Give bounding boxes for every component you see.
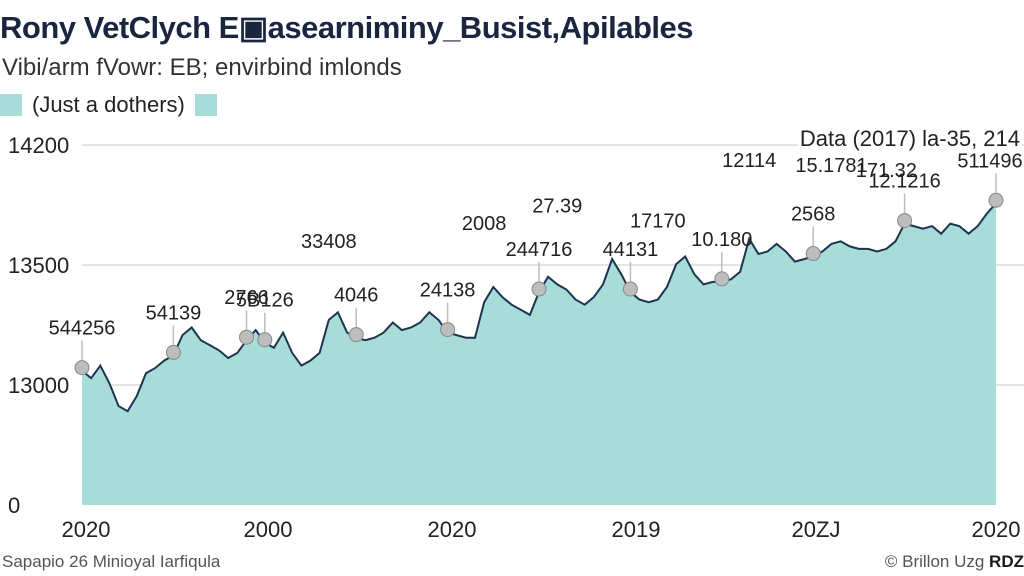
data-label: 44131 xyxy=(603,239,659,261)
data-marker xyxy=(622,281,638,297)
legend-label: (Just a dothers) xyxy=(32,92,185,117)
floating-data-label: 171.32 xyxy=(856,160,917,182)
data-label: 2568 xyxy=(791,204,836,226)
chart-subtitle: Vibi/arm fVowr: EB; envirbind imlonds xyxy=(2,54,402,81)
data-label: 10.180 xyxy=(691,229,752,251)
floating-data-label: 17170 xyxy=(630,211,686,233)
x-tick-label: 2000 xyxy=(244,517,293,542)
y-tick-label: 14200 xyxy=(8,133,69,158)
data-marker xyxy=(257,332,273,348)
chart-title: Rony VetClych E▣asearniminy_Busist,Apila… xyxy=(0,10,693,45)
footer-source: Sapapio 26 Minioyal Iarfiqula xyxy=(2,552,221,571)
legend-swatch-left xyxy=(0,94,22,116)
data-marker xyxy=(74,360,90,376)
x-tick-label: 20ZJ xyxy=(792,517,841,542)
area-fill xyxy=(82,203,996,506)
legend-swatch-right xyxy=(194,94,217,116)
data-marker xyxy=(348,327,364,343)
footer-credit-text: © Brillon Uzg xyxy=(884,552,985,571)
y-tick-label: 13500 xyxy=(8,253,69,278)
floating-data-label: 2008 xyxy=(462,213,507,235)
legend: (Just a dothers) xyxy=(0,92,217,118)
x-tick-label: 2020 xyxy=(972,517,1021,542)
floating-data-label: 33408 xyxy=(301,231,357,253)
data-label: 12.1216 xyxy=(868,171,940,193)
floating-data-label: 12114 xyxy=(722,150,776,172)
x-tick-label: 2019 xyxy=(612,517,661,542)
data-marker xyxy=(897,213,913,229)
data-label: 244716 xyxy=(506,239,573,261)
floating-data-label: 15.1781 xyxy=(795,155,867,177)
data-marker xyxy=(714,271,730,287)
data-label: 5B126 xyxy=(236,290,294,312)
data-marker xyxy=(805,246,821,262)
data-label: 544256 xyxy=(49,318,116,340)
data-marker xyxy=(988,192,1004,208)
footer-credit-logo: RDZ xyxy=(989,552,1024,571)
data-label: 2766 xyxy=(224,287,269,309)
y-tick-label: 0 xyxy=(8,493,20,518)
floating-data-label: 27.39 xyxy=(532,195,582,217)
footer-credit: © Brillon Uzg RDZ xyxy=(885,552,1024,572)
data-marker xyxy=(531,281,547,297)
y-tick-label: 13000 xyxy=(8,373,69,398)
x-tick-label: 2020 xyxy=(62,517,111,542)
data-label: 4046 xyxy=(334,285,379,307)
data-marker xyxy=(440,322,456,338)
data-label: 24138 xyxy=(420,280,476,302)
data-note: Data (2017) la-35, 214 xyxy=(797,126,1022,152)
data-label: 511496 xyxy=(957,150,1022,172)
x-tick-label: 2020 xyxy=(428,517,477,542)
data-marker xyxy=(165,344,181,360)
data-label: 54139 xyxy=(146,302,202,324)
data-marker xyxy=(239,329,255,345)
